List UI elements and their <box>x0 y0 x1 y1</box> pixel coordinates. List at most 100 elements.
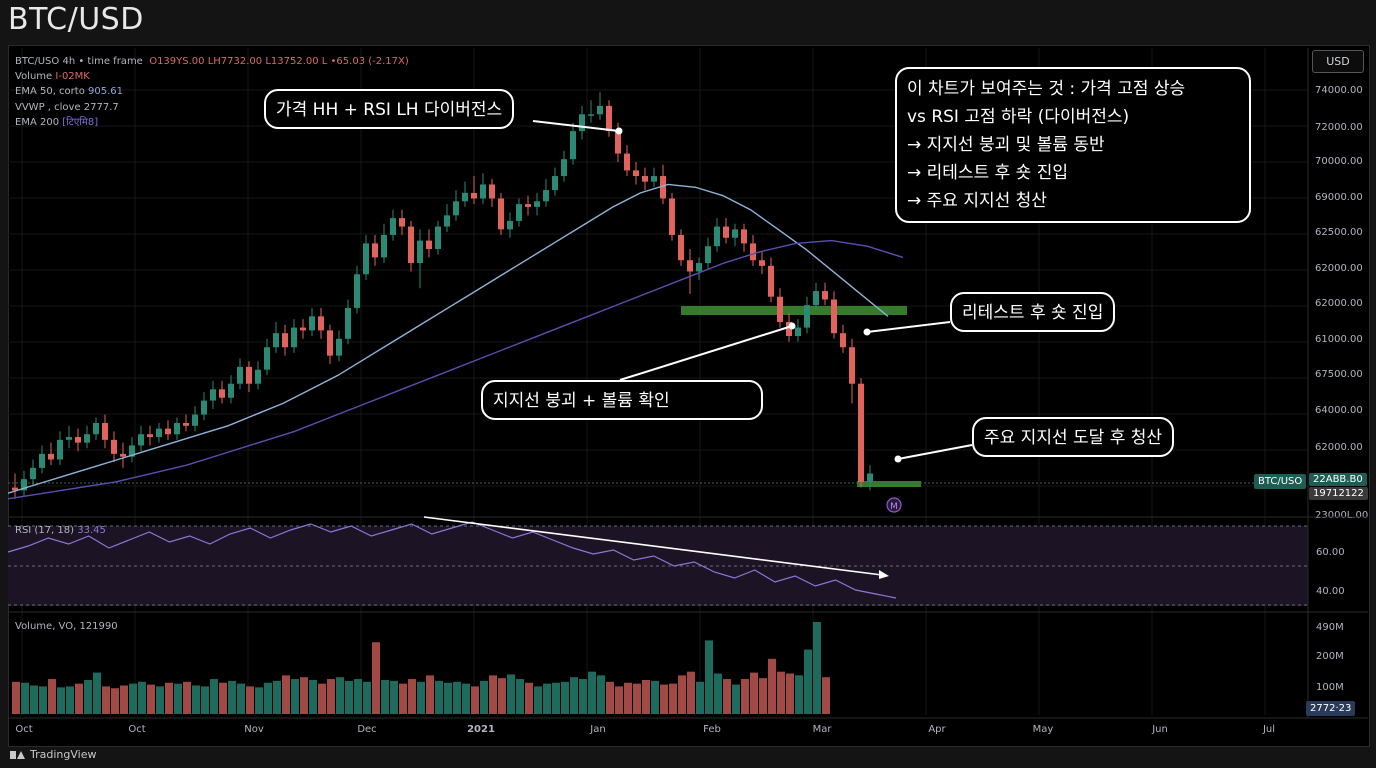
candle-body <box>750 243 756 261</box>
candle-body <box>642 176 648 182</box>
candle-body <box>615 131 621 154</box>
candle-body <box>507 220 513 230</box>
volume-bar <box>309 679 317 714</box>
candle-body <box>516 204 522 221</box>
candle <box>291 319 297 353</box>
volume-bar <box>84 679 92 714</box>
callout-summary: 이 차트가 보여주는 것 : 가격 고점 상승 vs RSI 고점 하락 (다이… <box>895 67 1251 223</box>
candle-body <box>309 316 315 331</box>
candle <box>120 442 126 468</box>
candle-body <box>93 423 99 435</box>
candle <box>21 470 27 496</box>
time-axis-label: 2021 <box>467 724 495 735</box>
candle-body <box>102 423 108 440</box>
candle-body <box>462 192 468 202</box>
candle-body <box>138 434 144 446</box>
candle-body <box>345 307 351 339</box>
candle-body <box>273 333 279 348</box>
candle <box>75 428 81 452</box>
legend-vwap-row: VVWP , clove 2777.7 <box>15 100 409 115</box>
volume-bar <box>111 688 119 714</box>
candle <box>723 218 729 244</box>
candle <box>804 296 810 334</box>
candle-body <box>435 226 441 249</box>
candle-body <box>759 260 765 266</box>
candle <box>498 192 504 235</box>
candle <box>507 212 513 238</box>
candle-body <box>219 389 225 398</box>
candle-body <box>471 192 477 199</box>
candle <box>660 164 666 205</box>
footer-brand[interactable]: TradingView <box>10 748 96 761</box>
ema-light-line <box>7 183 889 494</box>
candle-body <box>282 333 288 348</box>
volume-bar <box>525 682 533 714</box>
summary-line: → 지지선 붕괴 및 볼륨 동반 <box>907 135 1105 155</box>
volume-bar <box>768 658 776 714</box>
candle-body <box>255 369 261 384</box>
volume-bar <box>606 681 614 714</box>
candle-body <box>408 226 414 264</box>
candle <box>165 420 171 440</box>
currency-button[interactable]: USD <box>1312 50 1364 73</box>
candle <box>867 465 873 491</box>
candle-body <box>840 333 846 348</box>
candle-body <box>291 327 297 348</box>
rsi-divergence-arrowhead <box>879 570 889 579</box>
volume-bar <box>21 682 29 714</box>
candle-body <box>741 229 747 244</box>
candle-body <box>192 414 198 426</box>
callout-support-break: 지지선 붕괴 + 볼륨 확인 <box>481 380 763 420</box>
legend-ema200-value: [टिएमि8] <box>62 116 99 128</box>
volume-bar <box>822 677 830 714</box>
candle-body <box>732 229 738 238</box>
volume-bar <box>417 681 425 714</box>
candle-body <box>120 453 126 457</box>
volume-bar <box>669 683 677 714</box>
candle-body <box>777 296 783 322</box>
volume-panel <box>12 622 830 714</box>
volume-bar <box>57 687 65 714</box>
legend-volume-row: Volume I-02MK <box>15 69 409 84</box>
volume-bar <box>678 675 686 714</box>
volume-bar <box>426 675 434 714</box>
summary-line: 이 차트가 보여주는 것 : 가격 고점 상승 <box>907 79 1186 99</box>
candle-body <box>201 400 207 415</box>
price-axis-label: 74000.00 <box>1315 85 1363 96</box>
volume-bar <box>129 683 137 714</box>
candle <box>30 459 36 485</box>
candle-body <box>444 215 450 227</box>
candle-body <box>237 366 243 384</box>
volume-bar <box>390 680 398 714</box>
candle <box>759 251 765 275</box>
volume-axis-label: 490M <box>1316 622 1344 633</box>
candle <box>462 181 468 207</box>
pointer-breakdown <box>619 325 793 381</box>
volume-bar <box>75 683 83 714</box>
footer-brand-text: TradingView <box>30 748 97 761</box>
candle <box>66 425 72 449</box>
candle <box>543 178 549 207</box>
price-axis-label: 62000.00 <box>1315 263 1363 274</box>
candle <box>741 223 747 252</box>
candle <box>111 431 117 463</box>
volume-bar <box>687 671 695 714</box>
support-zone-retest <box>681 306 907 315</box>
candle-body <box>300 327 306 331</box>
candle <box>570 122 576 165</box>
chart-legend: BTC/USO 4h • time frame O139YS.00 LH7732… <box>15 54 409 130</box>
rsi-line <box>7 521 897 599</box>
time-axis-label: Oct <box>15 724 32 735</box>
time-axis-label: Apr <box>928 724 946 735</box>
time-axis-label: Jul <box>1262 724 1275 735</box>
candle <box>156 423 162 443</box>
volume-bar <box>264 682 272 714</box>
candle <box>687 249 693 294</box>
candle-body <box>174 423 180 435</box>
candle <box>336 330 342 362</box>
summary-line: vs RSI 고점 하락 (다이버전스) <box>907 107 1130 127</box>
candle-body <box>624 153 630 171</box>
volume-bar <box>552 682 560 714</box>
candle-body <box>318 316 324 331</box>
